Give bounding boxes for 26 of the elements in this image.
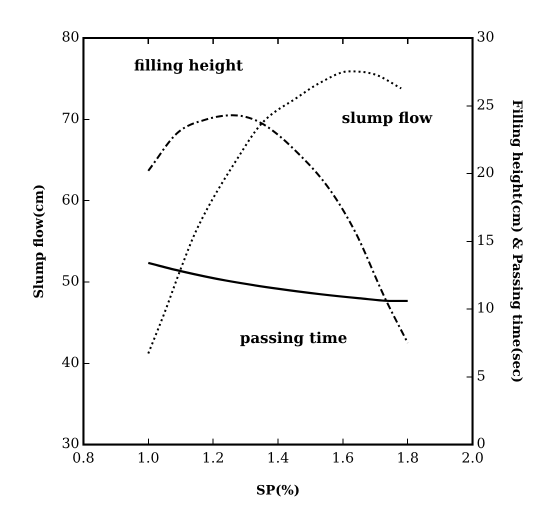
y-tick-label: 70 xyxy=(62,110,80,127)
y-tick-label: 30 xyxy=(62,436,80,452)
x-tick-label: 1.2 xyxy=(202,450,224,467)
y-tick-label: 50 xyxy=(62,274,80,290)
y-tick-label: 40 xyxy=(62,354,80,371)
y2-tick-label: 10 xyxy=(476,300,494,317)
y-tick-label: 80 xyxy=(62,30,80,46)
annotation: filling height xyxy=(134,56,244,74)
x-tick-label: 1.8 xyxy=(396,450,419,467)
x-tick-label: 1.0 xyxy=(137,450,160,467)
y-axis-title: Slump flow(cm) xyxy=(32,184,48,299)
x-axis-title: SP(%) xyxy=(256,484,300,499)
x-tick-label: 2.0 xyxy=(461,450,484,467)
y2-tick-label: 15 xyxy=(476,232,494,249)
y2-tick-label: 5 xyxy=(476,368,486,384)
x-tick-label: 1.4 xyxy=(266,450,290,467)
y2-tick-label: 25 xyxy=(476,97,494,114)
y2-tick-label: 30 xyxy=(476,30,494,46)
annotation: passing time xyxy=(240,328,348,347)
y2-axis-title: Filling height(cm) & Passing time(sec) xyxy=(508,100,524,383)
x-tick-label: 0.8 xyxy=(72,450,95,467)
y-tick-label: 60 xyxy=(62,192,80,208)
y2-tick-label: 0 xyxy=(476,436,486,452)
y2-tick-label: 20 xyxy=(476,165,494,182)
annotation: slump flow xyxy=(342,109,434,128)
x-tick-label: 1.6 xyxy=(332,450,354,467)
